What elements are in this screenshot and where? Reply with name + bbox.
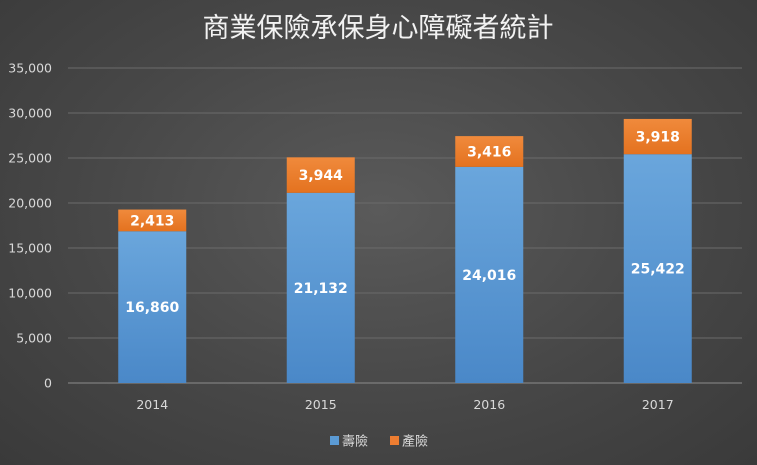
bar-life-insurance-2017 [623,154,692,383]
bar-life-insurance-2016 [455,166,524,383]
y-tick-label: 10,000 [8,286,52,301]
x-tick-label: 2015 [305,397,337,412]
legend: 壽險 產險 [330,434,428,450]
bar-property-insurance-2014 [118,209,187,232]
y-tick-label: 5,000 [16,331,52,346]
legend-label: 產險 [402,434,428,450]
data-label: 2,413 [130,213,174,229]
legend-label: 壽險 [342,435,368,450]
data-label: 24,016 [462,268,516,284]
x-tick-label: 2016 [473,397,505,412]
y-tick-label: 15,000 [8,241,52,256]
chart-title: 商業保險承保身心障礙者統計 [203,13,554,44]
x-axis-ticks: 2014 2015 2016 2017 [136,397,673,412]
data-label: 25,422 [631,262,685,278]
data-label: 3,918 [636,130,680,146]
y-tick-label: 0 [44,376,52,391]
legend-swatch [390,436,399,445]
x-tick-label: 2017 [642,397,674,412]
bar-property-insurance-2015 [286,157,355,193]
data-label: 21,132 [294,281,348,297]
bar-property-insurance-2017 [623,118,692,155]
y-tick-label: 30,000 [8,106,52,121]
y-tick-label: 20,000 [8,196,52,211]
data-label: 16,860 [125,300,179,316]
bar-property-insurance-2016 [455,136,524,167]
y-tick-label: 35,000 [8,61,52,76]
data-label: 3,416 [467,144,511,160]
bar-life-insurance-2014 [118,231,187,383]
y-tick-label: 25,000 [8,151,52,166]
x-tick-label: 2014 [136,397,168,412]
data-label: 3,944 [299,168,344,184]
bars: 16,860 2,413 21,132 3,944 24,016 3,416 25,422 3… [118,118,692,383]
legend-swatch [330,436,339,445]
y-axis-ticks: 0 5,000 10,000 15,000 20,000 25,000 30,000 35,0… [8,61,52,391]
bar-life-insurance-2015 [286,192,355,383]
